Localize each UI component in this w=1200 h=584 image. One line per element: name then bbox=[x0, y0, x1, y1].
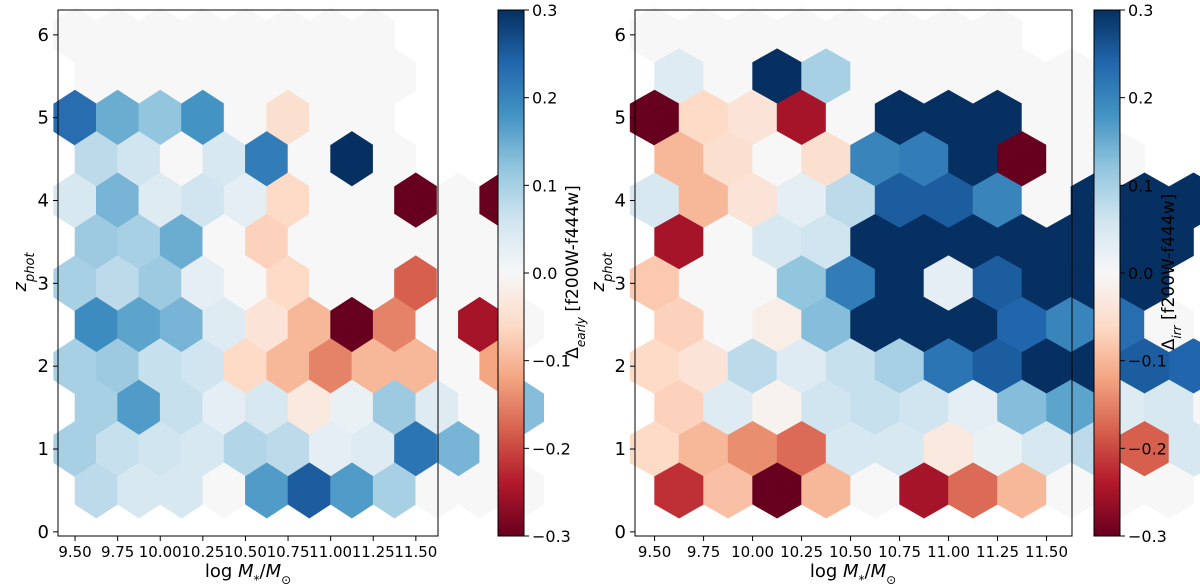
x-tick-label: 10.75 bbox=[267, 543, 310, 561]
x-tick-label: 9.50 bbox=[58, 543, 91, 561]
left-y-ticks: 0 1 2 3 4 5 6 bbox=[38, 25, 58, 543]
right-colorbar bbox=[1093, 9, 1121, 537]
right-y-axis-label: zphot bbox=[588, 252, 616, 293]
x-tick-label: 11.00 bbox=[927, 543, 970, 561]
right-y-ticks: 0 1 2 3 4 5 6 bbox=[615, 25, 635, 543]
x-tick-label: 11.50 bbox=[1025, 543, 1068, 561]
y-tick-label: 4 bbox=[615, 191, 626, 212]
hex-cell bbox=[1193, 389, 1200, 426]
left-hex-layer bbox=[53, 6, 545, 519]
right-hex-layer bbox=[629, 6, 1200, 519]
left-colorbar bbox=[497, 9, 525, 537]
left-colorbar-label: Δearly [f200W-f444w] bbox=[563, 185, 588, 358]
x-tick-label: 10.50 bbox=[829, 543, 872, 561]
left-colorbar-ticks: 0.3 0.2 0.1 0.0 −0.1 −0.2 −0.3 bbox=[524, 1, 571, 546]
right-x-axis-label: log M*/M⊙ bbox=[810, 561, 896, 584]
x-tick-label: 9.75 bbox=[101, 543, 134, 561]
y-tick-label: 2 bbox=[38, 356, 49, 377]
y-tick-label: 3 bbox=[38, 273, 49, 294]
right-panel: 9.50 9.75 10.00 10.25 10.50 10.75 11.00 11.25 11… bbox=[588, 1, 1200, 584]
colorbar-tick-label: −0.1 bbox=[532, 352, 571, 371]
x-tick-label: 11.25 bbox=[976, 543, 1019, 561]
colorbar-tick-label: −0.2 bbox=[1128, 439, 1167, 458]
colorbar-tick-label: −0.1 bbox=[1128, 352, 1167, 371]
x-tick-label: 10.25 bbox=[181, 543, 224, 561]
colorbar-tick-label: −0.3 bbox=[532, 527, 571, 546]
y-tick-label: 1 bbox=[615, 439, 626, 460]
y-tick-label: 0 bbox=[38, 522, 49, 543]
left-axes-frame bbox=[57, 9, 439, 537]
colorbar-tick-label: 0.2 bbox=[1128, 89, 1153, 108]
x-tick-label: 9.75 bbox=[687, 543, 720, 561]
x-tick-label: 10.25 bbox=[780, 543, 823, 561]
colorbar-tick-label: −0.2 bbox=[532, 439, 571, 458]
left-panel: 9.50 9.75 10.00 10.25 10.50 10.75 11.00 11.25 11… bbox=[10, 1, 588, 584]
x-tick-label: 11.25 bbox=[352, 543, 395, 561]
colorbar-tick-label: 0.1 bbox=[532, 176, 557, 195]
y-tick-label: 5 bbox=[38, 108, 49, 129]
y-tick-label: 4 bbox=[38, 191, 49, 212]
y-tick-label: 1 bbox=[38, 439, 49, 460]
x-tick-label: 10.50 bbox=[224, 543, 267, 561]
y-tick-label: 5 bbox=[615, 108, 626, 129]
colorbar-tick-label: 0.3 bbox=[532, 1, 557, 20]
right-x-ticks: 9.50 9.75 10.00 10.25 10.50 10.75 11.00 11.25 11… bbox=[638, 536, 1068, 561]
y-tick-label: 3 bbox=[615, 273, 626, 294]
x-tick-label: 10.00 bbox=[731, 543, 774, 561]
left-y-axis-label: zphot bbox=[10, 252, 38, 293]
y-tick-label: 0 bbox=[615, 522, 626, 543]
colorbar-tick-label: 0.0 bbox=[532, 264, 557, 283]
y-tick-label: 6 bbox=[615, 25, 626, 46]
colorbar-tick-label: 0.1 bbox=[1128, 176, 1153, 195]
colorbar-tick-label: 0.3 bbox=[1128, 1, 1153, 20]
right-axes-frame bbox=[634, 9, 1073, 537]
x-tick-label: 11.00 bbox=[309, 543, 352, 561]
right-colorbar-label: Δirr [f200W-f444w] bbox=[1159, 194, 1184, 351]
hex-cell bbox=[1144, 462, 1194, 519]
left-x-axis-label: log M*/M⊙ bbox=[205, 561, 291, 584]
colorbar-tick-label: 0.2 bbox=[532, 89, 557, 108]
x-tick-label: 10.00 bbox=[139, 543, 182, 561]
colorbar-tick-label: 0.0 bbox=[1128, 264, 1153, 283]
colorbar-tick-label: −0.3 bbox=[1128, 527, 1167, 546]
x-tick-label: 10.75 bbox=[878, 543, 921, 561]
right-colorbar-ticks: 0.3 0.2 0.1 0.0 −0.1 −0.2 −0.3 bbox=[1120, 1, 1167, 546]
y-tick-label: 2 bbox=[615, 356, 626, 377]
left-x-ticks: 9.50 9.75 10.00 10.25 10.50 10.75 11.00 11.25 11… bbox=[58, 536, 437, 561]
x-tick-label: 9.50 bbox=[638, 543, 671, 561]
x-tick-label: 11.50 bbox=[394, 543, 437, 561]
y-tick-label: 6 bbox=[38, 25, 49, 46]
